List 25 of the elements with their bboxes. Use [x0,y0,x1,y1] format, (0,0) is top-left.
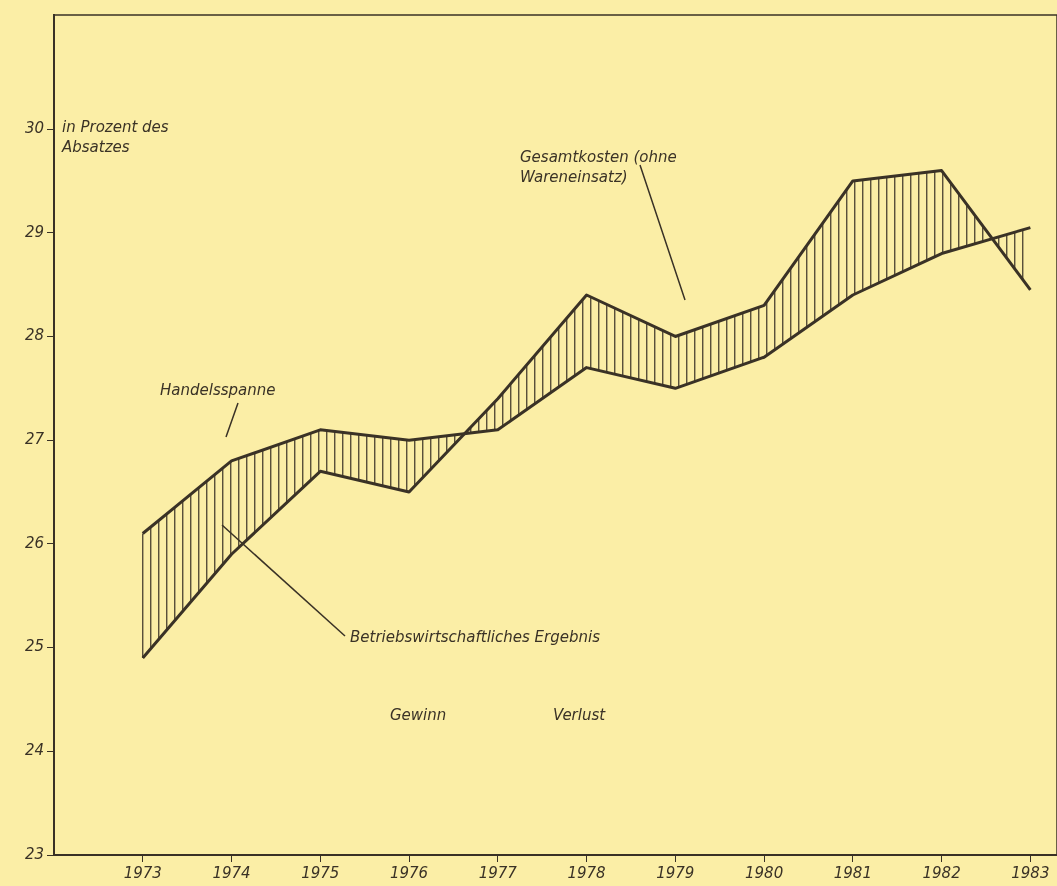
text: Handelsspanne [160,380,276,400]
x-tick-label: 1980 [744,863,784,882]
x-tick-label: 1978 [567,863,606,882]
y-tick-label: 25 [24,637,44,656]
x-tick-label: 1975 [301,863,340,882]
y-tick-label: 24 [24,741,44,760]
x-tick-label: 1974 [212,863,251,882]
annotation: Betriebswirtschaftliches Ergebnis [350,627,601,647]
x-tick-label: 1983 [1011,863,1050,882]
y-tick-label: 26 [24,533,44,552]
x-tick-label: 1977 [478,863,518,882]
x-tick-label: 1973 [123,863,162,882]
y-tick-label: 23 [24,844,44,863]
y-tick-label: 30 [24,118,44,137]
x-tick-label: 1979 [656,863,695,882]
x-tick-label: 1981 [833,863,872,882]
text: Gesamtkosten (ohne Wareneinsatz) [520,147,678,187]
x-tick-label: 1976 [389,863,429,882]
y-tick-label: 28 [24,326,44,345]
y-axis-title: in Prozent des Absatzes [62,117,170,157]
y-tick-label: 29 [24,222,44,241]
annotation: Verlust [553,705,606,725]
annotation: Gewinn [390,705,447,725]
x-tick-label: 1982 [922,863,961,882]
y-tick-label: 27 [24,430,45,449]
